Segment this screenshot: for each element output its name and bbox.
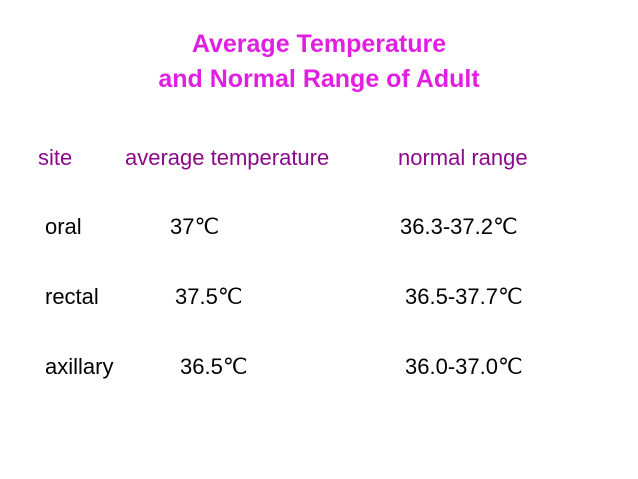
table-cell: 36.5℃ (180, 354, 248, 379)
table-cell: rectal (45, 284, 99, 309)
title-line: and Normal Range of Adult (158, 65, 480, 93)
column-header: normal range (398, 145, 528, 170)
table-cell: 37℃ (170, 214, 220, 239)
title-line: Average Temperature (191, 30, 447, 58)
table-cell: axillary (45, 354, 114, 379)
column-header: average temperature (125, 145, 330, 170)
table-cell: oral (45, 214, 82, 239)
table-cell: 36.3-37.2℃ (400, 214, 518, 239)
table-cell: 37.5℃ (175, 284, 243, 309)
column-header: site (38, 145, 73, 170)
table-cell: 36.0-37.0℃ (405, 354, 523, 379)
table-cell: 36.5-37.7℃ (405, 284, 523, 309)
